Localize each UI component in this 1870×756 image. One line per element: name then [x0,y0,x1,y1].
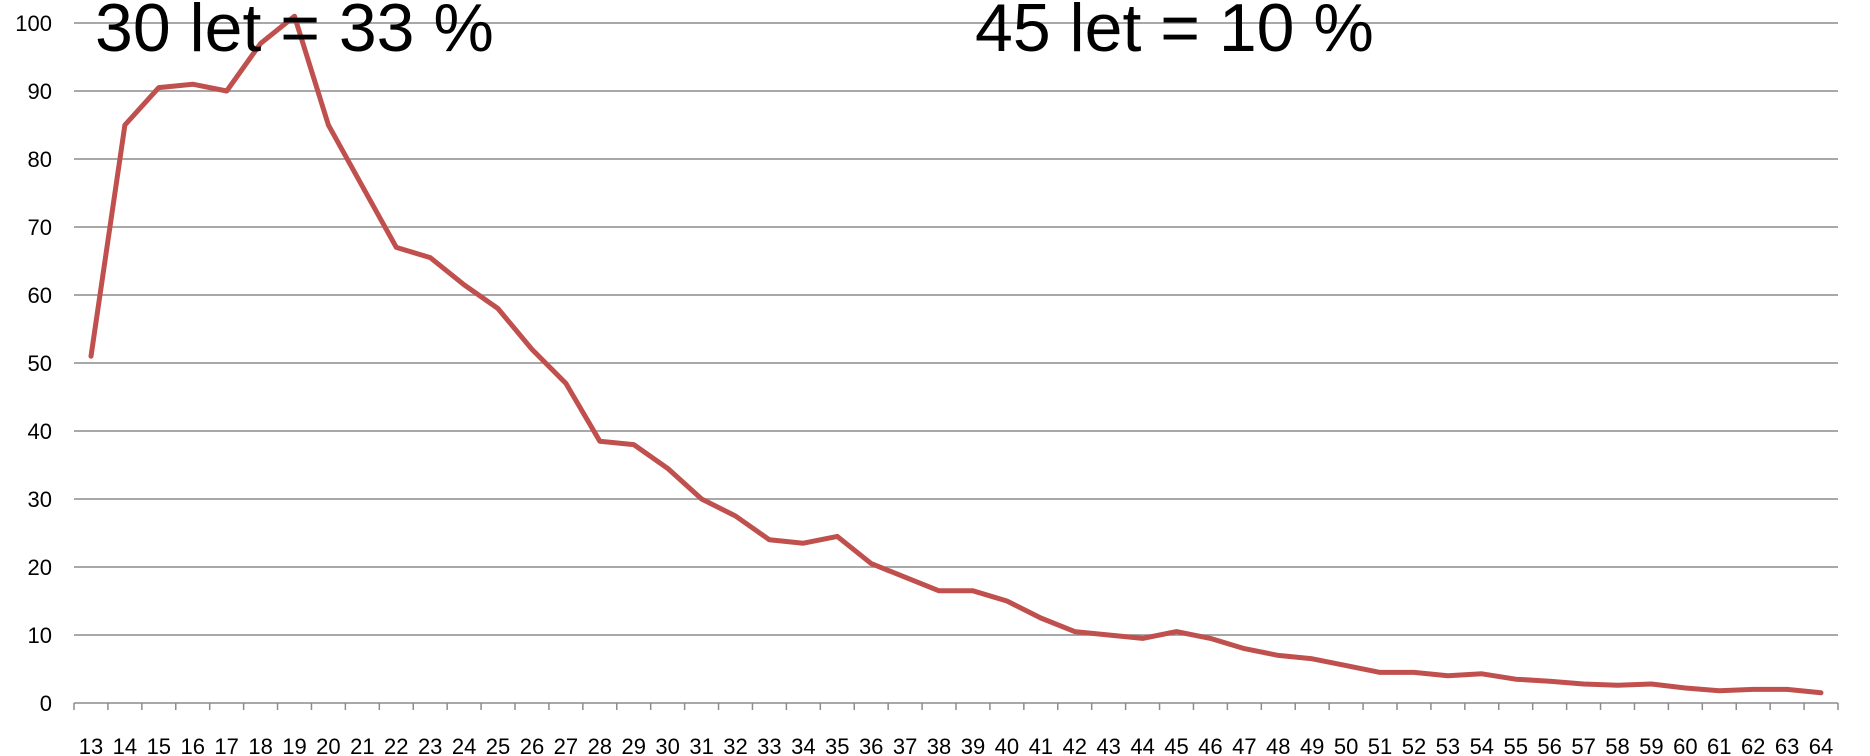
gridlines [74,22,1838,636]
x-tick-label-52: 52 [1402,734,1426,756]
y-tick-label-40: 40 [28,419,52,444]
y-tick-label-60: 60 [28,283,52,308]
x-tick-label-56: 56 [1537,734,1561,756]
x-tick-label-33: 33 [757,734,781,756]
x-tick-label-50: 50 [1334,734,1358,756]
x-tick-label-29: 29 [621,734,645,756]
y-tick-label-10: 10 [28,623,52,648]
annotation-45-let: 45 let = 10 % [975,0,1374,66]
x-tick-label-13: 13 [79,734,103,756]
x-axis [73,702,1839,710]
x-tick-label-22: 22 [384,734,408,756]
x-tick-label-47: 47 [1232,734,1256,756]
x-tick-label-35: 35 [825,734,849,756]
series-line-0 [88,13,1824,696]
x-tick-label-62: 62 [1741,734,1765,756]
x-tick-label-42: 42 [1062,734,1086,756]
x-tick-label-54: 54 [1470,734,1494,756]
x-tick-label-30: 30 [655,734,679,756]
x-tick-label-58: 58 [1605,734,1629,756]
y-tick-label-70: 70 [28,215,52,240]
x-tick-label-57: 57 [1571,734,1595,756]
x-tick-label-44: 44 [1130,734,1154,756]
x-tick-label-53: 53 [1436,734,1460,756]
x-tick-label-59: 59 [1639,734,1663,756]
series-layer [88,13,1824,696]
x-tick-label-46: 46 [1198,734,1222,756]
x-tick-label-55: 55 [1503,734,1527,756]
y-tick-label-100: 100 [15,11,52,36]
annotation-30-let: 30 let = 33 % [95,0,494,66]
x-tick-label-21: 21 [350,734,374,756]
x-tick-label-25: 25 [486,734,510,756]
x-tick-label-31: 31 [689,734,713,756]
x-tick-label-14: 14 [113,734,137,756]
x-tick-label-17: 17 [214,734,238,756]
x-tick-label-18: 18 [248,734,272,756]
x-tick-label-23: 23 [418,734,442,756]
x-tick-label-61: 61 [1707,734,1731,756]
x-tick-label-32: 32 [723,734,747,756]
x-tick-label-16: 16 [180,734,204,756]
x-tick-label-28: 28 [588,734,612,756]
y-tick-label-90: 90 [28,79,52,104]
x-tick-label-19: 19 [282,734,306,756]
y-tick-label-0: 0 [40,691,52,716]
x-tick-label-43: 43 [1096,734,1120,756]
x-tick-label-15: 15 [147,734,171,756]
y-tick-label-30: 30 [28,487,52,512]
x-tick-label-63: 63 [1775,734,1799,756]
x-tick-label-26: 26 [520,734,544,756]
x-tick-label-24: 24 [452,734,476,756]
annotations: 30 let = 33 % 45 let = 10 % [95,0,1374,66]
x-tick-label-60: 60 [1673,734,1697,756]
x-tick-label-34: 34 [791,734,815,756]
x-tick-label-20: 20 [316,734,340,756]
x-tick-label-49: 49 [1300,734,1324,756]
x-tick-labels: 13 14 15 16 17 18 19 20 21 22 23 24 25 26 27 28 29 30 31 32… [79,734,1834,756]
y-tick-label-80: 80 [28,147,52,172]
x-tick-label-40: 40 [995,734,1019,756]
x-tick-label-36: 36 [859,734,883,756]
x-tick-label-41: 41 [1029,734,1053,756]
y-tick-label-20: 20 [28,555,52,580]
x-tick-label-39: 39 [961,734,985,756]
x-tick-label-45: 45 [1164,734,1188,756]
x-tick-label-64: 64 [1809,734,1833,756]
y-tick-label-50: 50 [28,351,52,376]
x-tick-label-37: 37 [893,734,917,756]
x-tick-label-48: 48 [1266,734,1290,756]
x-tick-label-27: 27 [554,734,578,756]
y-tick-labels: 0 10 20 30 40 50 60 70 80 90 100 [15,11,52,716]
x-tick-label-38: 38 [927,734,951,756]
x-tick-label-51: 51 [1368,734,1392,756]
